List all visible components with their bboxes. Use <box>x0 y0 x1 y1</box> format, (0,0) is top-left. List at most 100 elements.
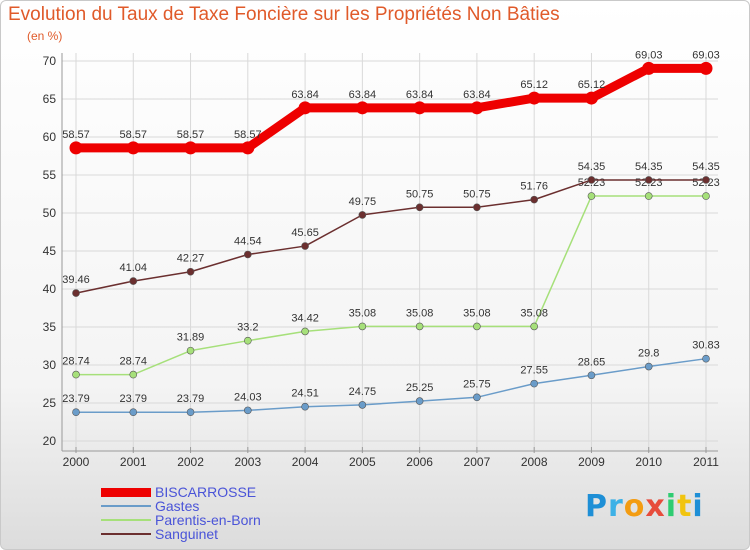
logo-letter: t <box>677 489 693 524</box>
legend-item: Parentis-en-Born <box>101 513 261 527</box>
legend-swatch <box>101 519 151 521</box>
x-tick-label: 2007 <box>464 455 491 469</box>
data-label: 25.75 <box>463 378 491 390</box>
data-label: 50.75 <box>406 188 434 200</box>
data-label: 23.79 <box>62 393 90 405</box>
data-point <box>129 408 138 416</box>
y-tick-label: 70 <box>43 54 57 68</box>
data-point <box>587 371 596 380</box>
data-label: 58.57 <box>234 129 262 141</box>
data-point <box>298 101 312 115</box>
data-point <box>129 277 138 285</box>
data-point <box>699 61 713 75</box>
legend-swatch <box>101 487 151 497</box>
data-point <box>358 322 367 331</box>
data-label: 29.8 <box>638 348 659 360</box>
data-label: 24.03 <box>234 391 262 403</box>
series-line-gastes <box>75 357 707 413</box>
data-label: 65.12 <box>520 79 548 91</box>
data-label: 51.76 <box>520 181 548 193</box>
proxiti-logo: Proxiti <box>585 489 704 524</box>
data-point <box>642 61 656 75</box>
data-point <box>530 195 538 204</box>
series-line-parentis-en-born <box>75 195 707 376</box>
data-label: 58.57 <box>120 129 148 141</box>
data-point <box>644 176 653 184</box>
data-label: 63.84 <box>463 89 491 101</box>
data-point <box>587 176 596 184</box>
data-label: 54.35 <box>578 161 606 173</box>
data-point <box>530 379 538 388</box>
data-point <box>184 141 198 155</box>
data-point <box>413 101 427 115</box>
y-tick-label: 25 <box>43 396 57 410</box>
data-label: 39.46 <box>62 274 90 286</box>
data-point <box>358 211 367 219</box>
data-label: 58.57 <box>62 129 90 141</box>
data-label: 63.84 <box>406 89 434 101</box>
y-tick-label: 60 <box>43 130 57 144</box>
data-label: 42.27 <box>177 253 205 265</box>
data-label: 35.08 <box>406 307 434 319</box>
data-point <box>470 101 484 115</box>
data-label: 35.08 <box>520 307 548 319</box>
data-point <box>644 192 653 200</box>
data-point <box>702 176 710 184</box>
data-point <box>587 192 596 200</box>
legend-label: Sanguinet <box>155 526 219 542</box>
data-label: 49.75 <box>349 196 377 208</box>
data-point <box>244 406 252 415</box>
y-tick-label: 45 <box>43 244 57 258</box>
data-label: 23.79 <box>120 393 148 405</box>
data-point <box>72 289 80 297</box>
data-point <box>530 322 538 331</box>
data-label: 28.74 <box>62 356 90 368</box>
x-tick-label: 2009 <box>578 455 605 469</box>
logo-letter: o <box>623 489 646 524</box>
data-label: 54.35 <box>692 161 720 173</box>
x-tick-label: 2006 <box>406 455 433 469</box>
data-point <box>69 141 83 155</box>
data-point <box>301 242 309 250</box>
data-label: 34.42 <box>291 312 319 324</box>
y-tick-label: 20 <box>43 434 57 448</box>
data-point <box>186 408 195 416</box>
logo-letter: x <box>645 489 666 524</box>
data-label: 69.03 <box>635 49 663 61</box>
data-point <box>72 370 80 379</box>
data-label: 54.35 <box>635 161 663 173</box>
data-point <box>241 141 255 155</box>
y-tick-label: 40 <box>43 282 57 296</box>
data-label: 35.08 <box>463 307 491 319</box>
data-label: 24.51 <box>291 388 319 400</box>
data-label: 27.55 <box>520 365 548 377</box>
data-label: 63.84 <box>291 89 319 101</box>
data-label: 24.75 <box>349 386 377 398</box>
data-point <box>186 267 195 276</box>
logo-letter: i <box>692 489 704 524</box>
x-tick-label: 2000 <box>63 455 90 469</box>
legend-swatch <box>101 505 151 507</box>
data-point <box>527 91 541 105</box>
data-point <box>702 354 710 363</box>
data-label: 35.08 <box>349 307 377 319</box>
data-label: 50.75 <box>463 188 491 200</box>
x-tick-label: 2008 <box>521 455 548 469</box>
data-point <box>415 397 424 405</box>
data-label: 63.84 <box>349 89 377 101</box>
data-point <box>415 322 424 331</box>
y-tick-label: 55 <box>43 168 57 182</box>
y-tick-label: 50 <box>43 206 57 220</box>
data-point <box>473 322 481 331</box>
data-point <box>473 203 481 212</box>
logo-letter: P <box>585 489 608 524</box>
y-tick-label: 35 <box>43 320 57 334</box>
data-point <box>584 91 598 105</box>
y-tick-label: 65 <box>43 92 57 106</box>
data-point <box>186 346 195 355</box>
data-point <box>702 192 710 200</box>
legend-item: Gastes <box>101 499 261 513</box>
data-label: 58.57 <box>177 129 205 141</box>
